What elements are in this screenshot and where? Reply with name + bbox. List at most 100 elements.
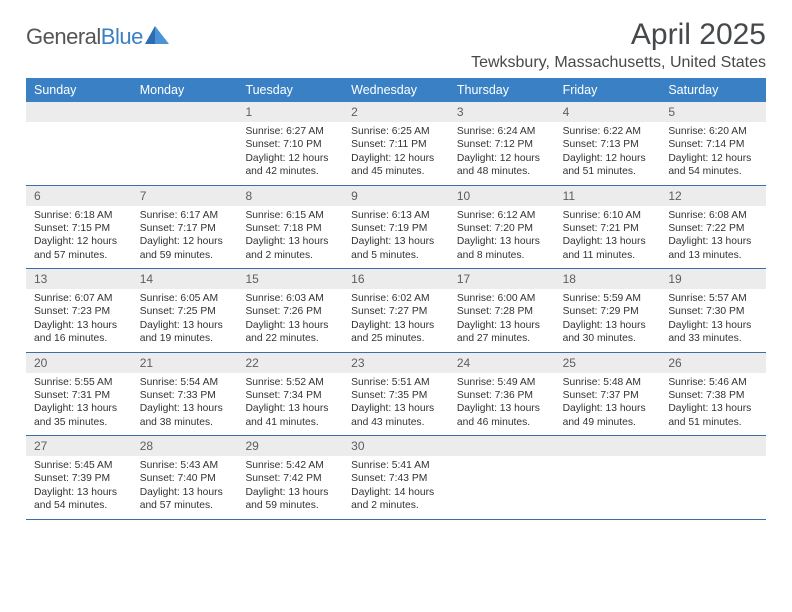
daylight-line: Daylight: 13 hours and 5 minutes. — [351, 235, 441, 262]
sunset-line: Sunset: 7:21 PM — [563, 222, 653, 235]
daylight-line: Daylight: 13 hours and 8 minutes. — [457, 235, 547, 262]
weeks-container: 1Sunrise: 6:27 AMSunset: 7:10 PMDaylight… — [26, 102, 766, 520]
calendar-cell: 29Sunrise: 5:42 AMSunset: 7:42 PMDayligh… — [237, 436, 343, 519]
sunrise-line: Sunrise: 5:42 AM — [245, 459, 335, 472]
daylight-line: Daylight: 13 hours and 54 minutes. — [34, 486, 124, 513]
day-of-week-header: Friday — [555, 78, 661, 102]
page-header: GeneralBlue April 2025 Tewksbury, Massac… — [26, 18, 766, 72]
daylight-line: Daylight: 13 hours and 51 minutes. — [668, 402, 758, 429]
daylight-line: Daylight: 13 hours and 16 minutes. — [34, 319, 124, 346]
daylight-line: Daylight: 13 hours and 11 minutes. — [563, 235, 653, 262]
calendar-cell: 23Sunrise: 5:51 AMSunset: 7:35 PMDayligh… — [343, 353, 449, 436]
title-block: April 2025 Tewksbury, Massachusetts, Uni… — [471, 18, 766, 72]
calendar-cell: 14Sunrise: 6:05 AMSunset: 7:25 PMDayligh… — [132, 269, 238, 352]
day-of-week-header: Saturday — [660, 78, 766, 102]
sunrise-line: Sunrise: 6:08 AM — [668, 209, 758, 222]
calendar-cell: 10Sunrise: 6:12 AMSunset: 7:20 PMDayligh… — [449, 186, 555, 269]
day-number: 2 — [343, 102, 449, 122]
day-of-week-header: Thursday — [449, 78, 555, 102]
calendar-cell: 11Sunrise: 6:10 AMSunset: 7:21 PMDayligh… — [555, 186, 661, 269]
sunrise-line: Sunrise: 6:20 AM — [668, 125, 758, 138]
day-of-week-header-row: SundayMondayTuesdayWednesdayThursdayFrid… — [26, 78, 766, 102]
calendar-cell: 15Sunrise: 6:03 AMSunset: 7:26 PMDayligh… — [237, 269, 343, 352]
calendar-cell: 13Sunrise: 6:07 AMSunset: 7:23 PMDayligh… — [26, 269, 132, 352]
day-number: 15 — [237, 269, 343, 289]
day-number: 14 — [132, 269, 238, 289]
calendar-cell: 24Sunrise: 5:49 AMSunset: 7:36 PMDayligh… — [449, 353, 555, 436]
sunrise-line: Sunrise: 6:24 AM — [457, 125, 547, 138]
cell-body: Sunrise: 5:46 AMSunset: 7:38 PMDaylight:… — [660, 373, 766, 436]
day-number — [660, 436, 766, 456]
week-row: 20Sunrise: 5:55 AMSunset: 7:31 PMDayligh… — [26, 353, 766, 437]
sunset-line: Sunset: 7:30 PM — [668, 305, 758, 318]
cell-body: Sunrise: 5:43 AMSunset: 7:40 PMDaylight:… — [132, 456, 238, 519]
sunrise-line: Sunrise: 6:22 AM — [563, 125, 653, 138]
cell-body: Sunrise: 6:00 AMSunset: 7:28 PMDaylight:… — [449, 289, 555, 352]
sunrise-line: Sunrise: 6:25 AM — [351, 125, 441, 138]
day-number: 10 — [449, 186, 555, 206]
logo-text-blue: Blue — [101, 24, 143, 49]
cell-body: Sunrise: 6:27 AMSunset: 7:10 PMDaylight:… — [237, 122, 343, 185]
calendar-cell: 22Sunrise: 5:52 AMSunset: 7:34 PMDayligh… — [237, 353, 343, 436]
location-label: Tewksbury, Massachusetts, United States — [471, 54, 766, 72]
cell-body: Sunrise: 6:07 AMSunset: 7:23 PMDaylight:… — [26, 289, 132, 352]
sunset-line: Sunset: 7:39 PM — [34, 472, 124, 485]
day-number: 25 — [555, 353, 661, 373]
day-number: 29 — [237, 436, 343, 456]
daylight-line: Daylight: 14 hours and 2 minutes. — [351, 486, 441, 513]
cell-body: Sunrise: 5:57 AMSunset: 7:30 PMDaylight:… — [660, 289, 766, 352]
daylight-line: Daylight: 13 hours and 43 minutes. — [351, 402, 441, 429]
calendar-cell: 18Sunrise: 5:59 AMSunset: 7:29 PMDayligh… — [555, 269, 661, 352]
daylight-line: Daylight: 13 hours and 35 minutes. — [34, 402, 124, 429]
daylight-line: Daylight: 12 hours and 45 minutes. — [351, 152, 441, 179]
calendar-grid: SundayMondayTuesdayWednesdayThursdayFrid… — [26, 78, 766, 520]
sunrise-line: Sunrise: 6:02 AM — [351, 292, 441, 305]
sunset-line: Sunset: 7:13 PM — [563, 138, 653, 151]
sunrise-line: Sunrise: 5:48 AM — [563, 376, 653, 389]
sunrise-line: Sunrise: 5:45 AM — [34, 459, 124, 472]
sunrise-line: Sunrise: 6:05 AM — [140, 292, 230, 305]
daylight-line: Daylight: 13 hours and 13 minutes. — [668, 235, 758, 262]
day-number: 18 — [555, 269, 661, 289]
sunset-line: Sunset: 7:27 PM — [351, 305, 441, 318]
daylight-line: Daylight: 13 hours and 30 minutes. — [563, 319, 653, 346]
sunset-line: Sunset: 7:34 PM — [245, 389, 335, 402]
daylight-line: Daylight: 13 hours and 59 minutes. — [245, 486, 335, 513]
calendar-cell: 19Sunrise: 5:57 AMSunset: 7:30 PMDayligh… — [660, 269, 766, 352]
daylight-line: Daylight: 12 hours and 57 minutes. — [34, 235, 124, 262]
calendar-cell: 7 Sunrise: 6:17 AMSunset: 7:17 PMDaylight… — [132, 186, 238, 269]
day-number: 9 — [343, 186, 449, 206]
sunset-line: Sunset: 7:28 PM — [457, 305, 547, 318]
sunrise-line: Sunrise: 6:00 AM — [457, 292, 547, 305]
day-number: 27 — [26, 436, 132, 456]
day-number: 3 — [449, 102, 555, 122]
calendar-page: GeneralBlue April 2025 Tewksbury, Massac… — [0, 0, 792, 520]
day-number: 1 — [237, 102, 343, 122]
day-of-week-header: Tuesday — [237, 78, 343, 102]
calendar-cell — [26, 102, 132, 185]
calendar-cell: 12Sunrise: 6:08 AMSunset: 7:22 PMDayligh… — [660, 186, 766, 269]
sunrise-line: Sunrise: 6:12 AM — [457, 209, 547, 222]
day-number — [555, 436, 661, 456]
day-number: 5 — [660, 102, 766, 122]
cell-body: Sunrise: 5:41 AMSunset: 7:43 PMDaylight:… — [343, 456, 449, 519]
sunrise-line: Sunrise: 5:49 AM — [457, 376, 547, 389]
calendar-cell: 16Sunrise: 6:02 AMSunset: 7:27 PMDayligh… — [343, 269, 449, 352]
daylight-line: Daylight: 12 hours and 59 minutes. — [140, 235, 230, 262]
week-row: 27Sunrise: 5:45 AMSunset: 7:39 PMDayligh… — [26, 436, 766, 520]
sunset-line: Sunset: 7:17 PM — [140, 222, 230, 235]
week-row: 13Sunrise: 6:07 AMSunset: 7:23 PMDayligh… — [26, 269, 766, 353]
sunset-line: Sunset: 7:22 PM — [668, 222, 758, 235]
sunrise-line: Sunrise: 5:43 AM — [140, 459, 230, 472]
day-number: 7 — [132, 186, 238, 206]
sunrise-line: Sunrise: 6:17 AM — [140, 209, 230, 222]
cell-body: Sunrise: 6:15 AMSunset: 7:18 PMDaylight:… — [237, 206, 343, 269]
cell-body: Sunrise: 6:02 AMSunset: 7:27 PMDaylight:… — [343, 289, 449, 352]
calendar-cell: 17Sunrise: 6:00 AMSunset: 7:28 PMDayligh… — [449, 269, 555, 352]
daylight-line: Daylight: 13 hours and 22 minutes. — [245, 319, 335, 346]
sunset-line: Sunset: 7:31 PM — [34, 389, 124, 402]
calendar-cell: 8Sunrise: 6:15 AMSunset: 7:18 PMDaylight… — [237, 186, 343, 269]
cell-body: Sunrise: 5:42 AMSunset: 7:42 PMDaylight:… — [237, 456, 343, 519]
day-number: 22 — [237, 353, 343, 373]
cell-body: Sunrise: 5:55 AMSunset: 7:31 PMDaylight:… — [26, 373, 132, 436]
